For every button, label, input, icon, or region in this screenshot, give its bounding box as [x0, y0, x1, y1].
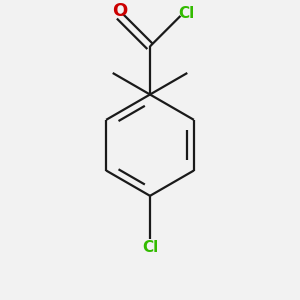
Text: Cl: Cl [179, 5, 195, 20]
Text: O: O [112, 2, 127, 20]
Text: Cl: Cl [142, 239, 158, 254]
